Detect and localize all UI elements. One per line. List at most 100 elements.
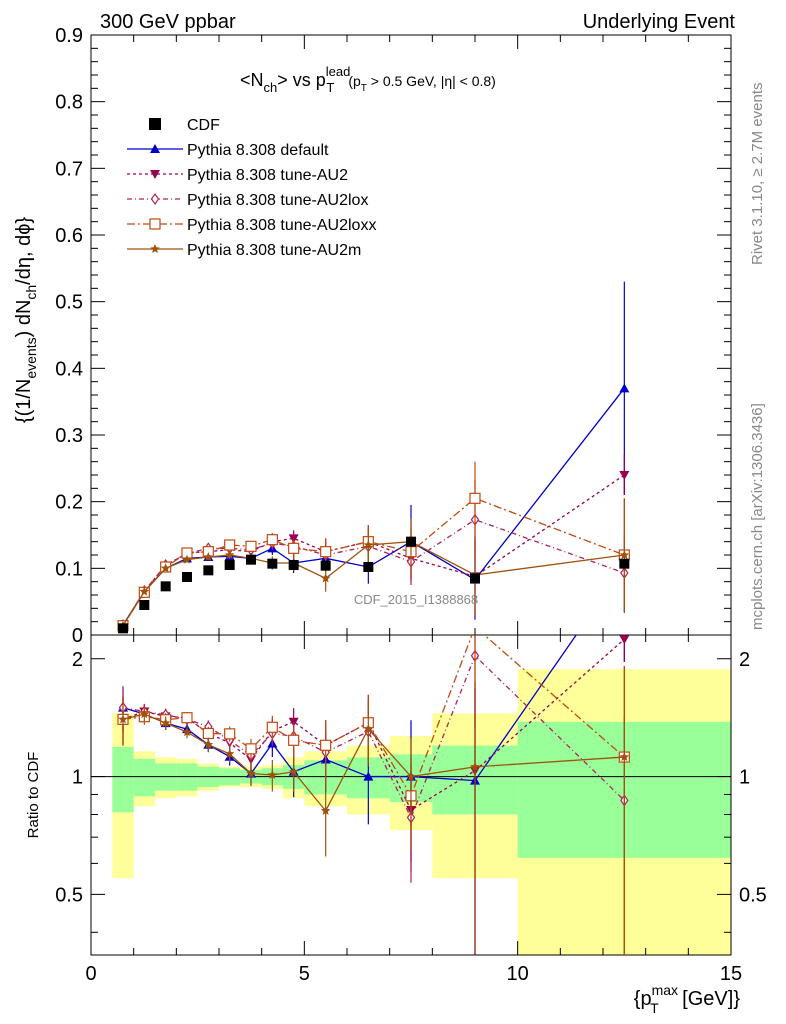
band-stat [112,747,134,813]
legend-label: Pythia 8.308 tune-AU2lox [187,192,368,209]
y-tick-label: 0.8 [55,92,83,114]
marker [619,635,630,645]
series-line [122,474,625,627]
band-stat [176,763,198,791]
y-tick-label: 0 [72,625,83,647]
x-tick-label: 15 [720,963,742,985]
x-axis-label: {pmax T [GeV]} [634,982,741,1016]
marker [224,560,235,570]
x-tick-label: 10 [507,963,529,985]
marker [246,768,256,778]
marker [470,761,480,771]
ratio-tick-label: 1 [739,767,750,789]
marker [150,192,160,206]
marker [202,727,214,740]
marker [149,218,161,230]
marker [139,600,150,610]
legend-label: Pythia 8.308 tune-AU2 [187,167,348,184]
marker [363,771,374,781]
marker [470,573,480,584]
band-stat [133,758,155,797]
marker [266,534,278,546]
marker [160,718,171,728]
marker [320,560,331,571]
y-tick-label: 0.2 [55,492,83,514]
marker [288,766,299,776]
marker [363,540,374,549]
rivet-label: Rivet 3.1.10, ≥ 2.7M events [749,83,766,266]
legend-label: Pythia 8.308 tune-AU2loxx [187,217,376,234]
marker [245,540,257,552]
band-stat [155,763,177,791]
ratio-panel-series [117,635,630,955]
marker [246,554,256,565]
marker [160,563,171,573]
x-tick-label: 5 [299,963,310,985]
main-panel-series [117,281,630,632]
marker [320,739,332,751]
ratio-axis-label: Ratio to CDF [25,752,42,839]
legend-label: Pythia 8.308 tune-AU2m [187,242,361,259]
ratio-frame [90,634,732,956]
marker [182,572,192,582]
series-line [122,541,625,627]
legend-label: CDF [187,117,220,134]
marker [320,573,331,583]
y-axis-label: {(1/Nevents) dNch/dη, dϕ} [13,217,39,424]
marker [619,471,630,480]
chart-title: <Nch> vs plead T (pT > 0.5 GeV, |η| < 0.8) [240,64,496,95]
marker [182,727,192,737]
marker [320,805,331,815]
marker [182,554,192,564]
marker [619,752,630,762]
marker [149,118,161,130]
series-line [122,387,625,626]
series-line [122,518,625,626]
marker [224,539,236,551]
marker [267,770,278,779]
mcplots-label: mcplots.cern.ch [arXiv:1306.3436] [749,403,766,630]
marker [245,743,257,755]
ratio-tick-label: 2 [72,649,83,671]
marker [150,144,160,153]
marker [266,721,278,733]
marker [139,586,150,596]
marker [160,581,171,592]
axis-ticks: 0 5 10 15 0 0.1 0.2 0.3 0.4 0.5 0.6 0.7 0.8 0.9 0.5 0.5… [55,25,767,985]
marker [363,723,374,733]
y-tick-label: 0.3 [55,425,83,447]
marker [203,565,214,576]
marker [619,550,630,559]
marker [139,709,150,719]
y-tick-label: 0.4 [55,358,83,380]
marker [619,383,630,393]
legend: CDF Pythia 8.308 default Pythia 8.308 tune… [127,117,376,259]
marker [363,562,374,572]
marker [619,558,630,569]
marker [469,492,481,504]
marker [320,546,332,558]
ratio-tick-label: 0.5 [55,884,83,906]
marker [224,550,235,559]
ratio-tick-label: 0.5 [739,884,767,906]
y-tick-label: 0.7 [55,158,83,180]
marker [150,170,160,179]
marker [288,734,300,746]
marker [181,712,193,724]
marker [406,536,416,547]
y-tick-label: 0.9 [55,25,83,47]
ratio-tick-label: 1 [72,767,83,789]
data-layer [118,536,630,634]
marker [203,552,214,561]
header-left: 300 GeV ppbar [100,11,236,33]
marker [224,728,236,740]
header-right: Underlying Event [583,11,736,33]
ratio-uncertainty-bands [112,669,731,955]
series-ratio-line [122,713,625,813]
marker [288,542,300,554]
marker [267,558,278,569]
legend-label: Pythia 8.308 default [187,142,329,159]
marker [150,244,160,253]
y-tick-label: 0.6 [55,225,83,247]
